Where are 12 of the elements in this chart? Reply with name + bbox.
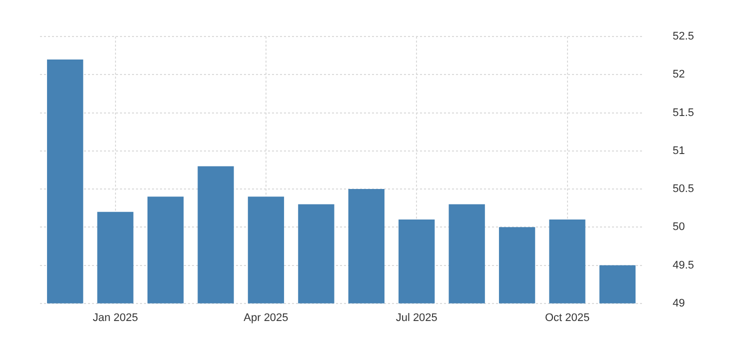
x-tick-label: Jan 2025	[92, 312, 138, 324]
y-tick-label: 50	[672, 221, 685, 234]
x-tick-label: Oct 2025	[544, 312, 590, 324]
y-tick-label: 52.5	[672, 30, 694, 43]
x-tick-label: Apr 2025	[244, 312, 288, 324]
x-tick-label: Jul 2025	[396, 312, 438, 324]
y-tick-label: 50.5	[672, 183, 694, 196]
y-tick-label: 49	[672, 297, 685, 310]
y-tick-label: 51	[672, 144, 685, 157]
y-tick-label: 51.5	[672, 106, 694, 119]
y-tick-label: 52	[672, 68, 685, 81]
y-tick-label: 49.5	[672, 259, 694, 272]
